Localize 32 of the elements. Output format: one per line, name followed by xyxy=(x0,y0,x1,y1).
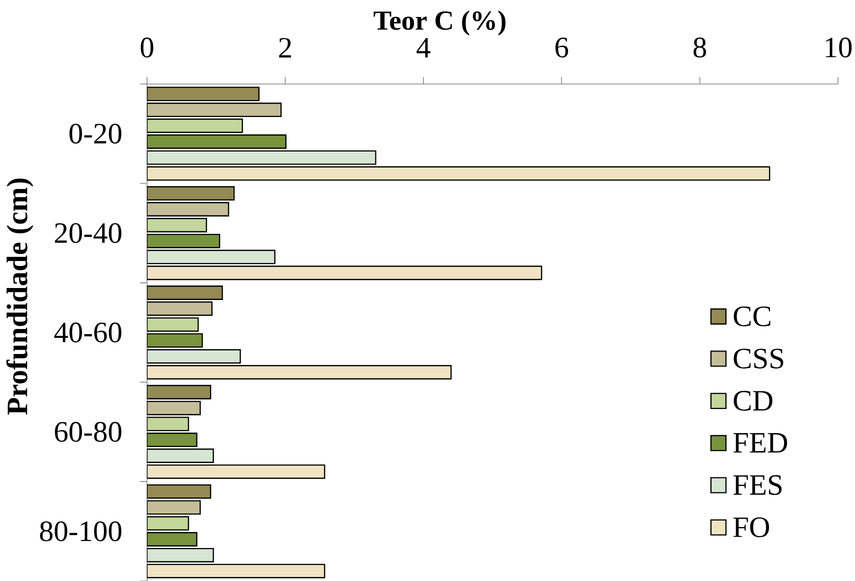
legend-label: FES xyxy=(733,475,782,495)
y-tick-label: 20-40 xyxy=(54,223,122,244)
legend-label: CD xyxy=(734,390,772,411)
legend-label: FO xyxy=(733,517,770,538)
bar xyxy=(147,464,326,479)
x-tick-label: 10 xyxy=(826,38,852,58)
x-tick-label: 0 xyxy=(140,38,154,58)
x-axis-title: Teor C (%) xyxy=(374,10,506,36)
bar xyxy=(147,250,276,264)
bar xyxy=(147,564,326,578)
bar xyxy=(147,86,260,102)
x-tick-label: 8 xyxy=(694,38,706,58)
x-tick-label: 4 xyxy=(416,38,430,58)
bar xyxy=(147,349,241,364)
bar xyxy=(147,166,770,181)
y-tick-label: 0-20 xyxy=(70,124,122,144)
y-tick-label: 40-60 xyxy=(54,322,122,342)
legend-label: CSS xyxy=(734,348,784,369)
x-tick-label: 2 xyxy=(279,38,291,58)
bar xyxy=(147,118,243,133)
y-tick-label: 80-100 xyxy=(40,521,122,542)
bar xyxy=(147,266,542,280)
bar xyxy=(147,365,452,380)
bar xyxy=(147,448,214,463)
legend-label: FED xyxy=(733,433,788,453)
x-tick-label: 6 xyxy=(555,38,568,58)
bar xyxy=(147,150,376,165)
y-tick-label: 60-80 xyxy=(54,422,122,442)
bar xyxy=(147,134,286,149)
bar xyxy=(147,186,235,201)
legend-label: CC xyxy=(734,306,770,326)
y-axis-title: Profundidade (cm) xyxy=(6,178,34,415)
